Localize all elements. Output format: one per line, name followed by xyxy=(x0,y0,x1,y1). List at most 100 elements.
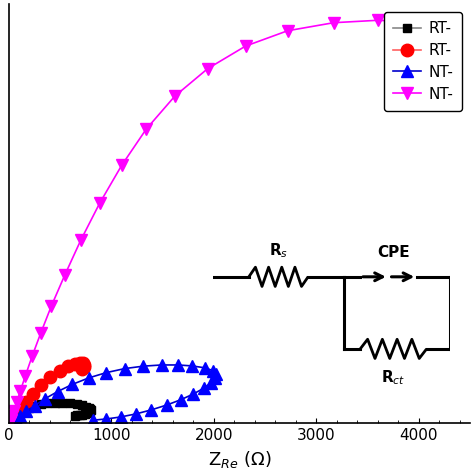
NT- xyxy=(11,408,17,413)
NT- xyxy=(172,93,178,99)
RT- xyxy=(67,401,73,406)
NT- xyxy=(7,420,12,426)
RT- xyxy=(72,361,77,366)
NT- xyxy=(208,380,214,386)
RT- xyxy=(57,368,63,374)
RT- xyxy=(18,407,23,412)
NT- xyxy=(285,28,291,34)
RT- xyxy=(77,360,82,366)
RT- xyxy=(7,420,12,426)
NT- xyxy=(452,26,457,31)
RT- xyxy=(79,366,84,372)
NT- xyxy=(201,385,206,391)
NT- xyxy=(10,419,16,424)
NT- xyxy=(103,416,109,422)
RT- xyxy=(65,364,71,369)
RT- xyxy=(86,405,91,410)
RT- xyxy=(7,419,13,425)
NT- xyxy=(62,272,68,278)
NT- xyxy=(148,407,154,413)
NT- xyxy=(23,373,28,379)
RT- xyxy=(88,406,93,412)
Text: R$_s$: R$_s$ xyxy=(269,242,288,260)
NT- xyxy=(70,382,75,387)
Line: RT-: RT- xyxy=(3,357,91,429)
Text: CPE: CPE xyxy=(377,246,410,260)
NT- xyxy=(122,366,128,372)
RT- xyxy=(77,412,82,418)
RT- xyxy=(45,400,50,406)
NT- xyxy=(97,201,102,206)
RT- xyxy=(21,408,27,414)
RT- xyxy=(79,412,85,418)
NT- xyxy=(205,66,210,72)
NT- xyxy=(159,362,164,368)
RT- xyxy=(88,409,93,414)
RT- xyxy=(12,416,18,421)
NT- xyxy=(140,364,146,369)
NT- xyxy=(8,417,14,423)
RT- xyxy=(80,361,86,366)
NT- xyxy=(24,409,29,414)
NT- xyxy=(375,18,381,23)
X-axis label: Z$_{Re}$ (Ω): Z$_{Re}$ (Ω) xyxy=(208,449,271,470)
RT- xyxy=(30,391,36,397)
NT- xyxy=(8,419,13,425)
RT- xyxy=(74,412,80,418)
NT- xyxy=(14,400,19,405)
Line: RT-: RT- xyxy=(5,399,95,428)
RT- xyxy=(82,362,87,367)
NT- xyxy=(133,411,139,417)
NT- xyxy=(436,22,442,28)
RT- xyxy=(26,405,32,411)
RT- xyxy=(38,401,44,407)
NT- xyxy=(103,370,109,375)
NT- xyxy=(118,414,123,420)
NT- xyxy=(18,413,23,419)
NT- xyxy=(243,43,248,49)
RT- xyxy=(59,400,65,406)
NT- xyxy=(42,396,48,401)
Legend: RT-, RT-, NT-, NT-: RT-, RT-, NT-, NT- xyxy=(384,12,462,111)
RT- xyxy=(52,400,57,405)
RT- xyxy=(72,413,78,419)
RT- xyxy=(10,418,16,423)
RT- xyxy=(10,416,16,421)
RT- xyxy=(79,402,85,408)
NT- xyxy=(49,303,55,309)
NT- xyxy=(9,413,15,419)
RT- xyxy=(82,411,88,417)
RT- xyxy=(13,412,19,418)
RT- xyxy=(14,413,20,419)
NT- xyxy=(178,397,184,402)
NT- xyxy=(190,363,195,369)
NT- xyxy=(32,403,37,409)
NT- xyxy=(38,330,44,336)
NT- xyxy=(119,163,125,168)
RT- xyxy=(74,401,80,407)
RT- xyxy=(38,382,44,388)
RT- xyxy=(83,404,89,410)
Line: NT-: NT- xyxy=(3,14,461,429)
NT- xyxy=(212,375,218,381)
NT- xyxy=(175,362,181,368)
RT- xyxy=(86,410,91,415)
Text: R$_{ct}$: R$_{ct}$ xyxy=(381,368,406,387)
RT- xyxy=(47,374,53,380)
NT- xyxy=(29,354,35,359)
NT- xyxy=(86,375,91,381)
RT- xyxy=(18,411,23,417)
RT- xyxy=(32,403,37,409)
RT- xyxy=(8,419,14,425)
RT- xyxy=(23,400,29,405)
NT- xyxy=(210,368,216,374)
NT- xyxy=(143,126,149,132)
RT- xyxy=(8,419,14,424)
RT- xyxy=(7,420,13,426)
NT- xyxy=(7,420,12,426)
NT- xyxy=(18,388,23,394)
RT- xyxy=(7,420,12,426)
RT- xyxy=(84,410,90,416)
NT- xyxy=(412,19,418,25)
RT- xyxy=(81,364,87,369)
